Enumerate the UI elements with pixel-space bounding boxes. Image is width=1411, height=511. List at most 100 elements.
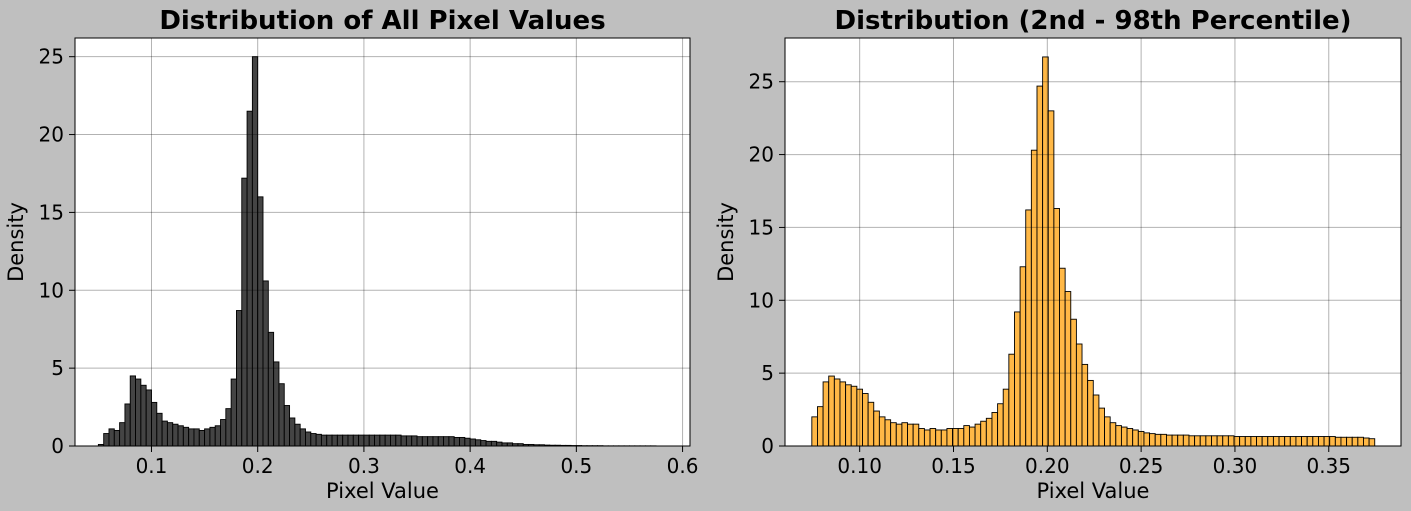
histogram-bar [1104,416,1111,447]
histogram-bar [427,436,434,447]
histogram-bar [108,428,115,447]
x-tick-label: 0.1 [136,454,168,478]
histogram-bar [929,428,937,447]
histogram-bar [421,436,429,447]
histogram-bar [283,405,291,447]
histogram-bar [257,196,264,447]
histogram-bar [974,423,982,447]
histogram-bar [1357,436,1364,447]
histogram-bar [1008,353,1015,447]
histogram-bar [1188,435,1196,447]
histogram-bar [1030,149,1038,447]
histogram-bar [1019,266,1027,447]
histogram-bar [1272,436,1280,447]
histogram-bar [390,434,397,447]
histogram-bar [1132,429,1139,447]
histogram-bar [946,428,954,447]
histogram-bar [437,436,445,447]
histogram-bar [166,422,174,447]
histogram-bar [1171,434,1179,447]
y-tick-label: 5 [51,356,64,380]
x-tick-label: 0.20 [1025,454,1070,478]
histogram-bar [379,434,386,447]
histogram-bar [1301,436,1308,447]
histogram-bar [923,429,931,447]
histogram-bar [901,422,908,447]
histogram-bar [161,420,168,447]
histogram-bar [1317,436,1325,447]
histogram-bar [1098,407,1105,447]
histogram-bar [315,433,322,447]
y-tick-label: 10 [39,278,64,302]
histogram-bar [1194,435,1201,447]
histogram-bar [336,434,344,447]
histogram-bar [480,440,487,447]
histogram-bar [935,429,942,447]
histogram-bar [1177,434,1184,447]
histogram-bar [895,423,903,447]
histogram-bar [342,434,349,447]
histogram-bar [968,426,976,447]
chart-right: 0.10 0.15 0.20 0.25 0.30 0.35 0 5 10 15 20 25 Distri… [714,6,1402,503]
histogram-bar [912,423,920,447]
histogram-bar [443,436,450,447]
y-tick-label: 25 [39,45,64,69]
x-tick-label: 0.30 [1213,454,1258,478]
histogram-bar [1216,435,1224,447]
histogram-bar [267,331,275,447]
histogram-bar [1334,436,1342,447]
histogram-bar [940,429,948,447]
histogram-bar [469,438,476,447]
histogram-bar [991,412,999,447]
histogram-bar [839,381,847,447]
y-axis-label: Density [714,202,738,282]
histogram-bar [1149,433,1156,447]
histogram-bar [1340,436,1348,447]
histogram-bar [1295,436,1303,447]
histogram-bar [209,426,216,447]
histogram-bar [156,412,163,447]
y-tick-label: 25 [749,70,774,94]
histogram-bar [235,310,243,447]
histogram-bar [1312,436,1319,447]
histogram-bar [1047,110,1055,447]
histogram-bar [1025,209,1032,447]
histogram-bar [299,428,306,447]
x-tick-label: 0.5 [560,454,592,478]
histogram-bar [262,280,269,447]
histogram-bar [310,433,317,447]
histogram-bar [1053,208,1060,447]
x-tick-label: 0.2 [242,454,274,478]
histogram-bar [828,375,835,447]
histogram-bar [1363,437,1370,447]
histogram-bar [416,436,423,447]
histogram-bar [1278,436,1286,447]
histogram-bar [862,393,869,447]
histogram-bar [246,110,253,447]
histogram-bar [1244,436,1252,447]
x-tick-label: 0.35 [1306,454,1351,478]
histogram-bar [124,403,131,447]
histogram-bar [1115,425,1122,447]
histogram-bar [822,381,830,447]
histogram-bar [405,435,413,447]
chart-left: 0.1 0.2 0.3 0.4 0.5 0.6 0 5 10 15 20 25 Distribution… [4,6,698,503]
histogram-bar [1284,436,1291,447]
histogram-bar [985,417,993,447]
histogram-bar [459,436,466,447]
histogram-bar [496,441,503,447]
histogram-bar [1289,436,1297,447]
y-tick-label: 0 [51,434,64,458]
histogram-bar [352,434,360,447]
histogram-bar [1346,436,1353,447]
histogram-bar [1239,436,1246,447]
x-tick-label: 0.25 [1119,454,1164,478]
histogram-bar [963,425,970,447]
histogram-bar [220,419,227,447]
histogram-bar [305,431,312,447]
histogram-bar [204,428,211,447]
y-tick-label: 20 [749,143,774,167]
histogram-bar [453,436,460,447]
histogram-bar [331,434,338,447]
y-tick-label: 5 [761,361,774,385]
